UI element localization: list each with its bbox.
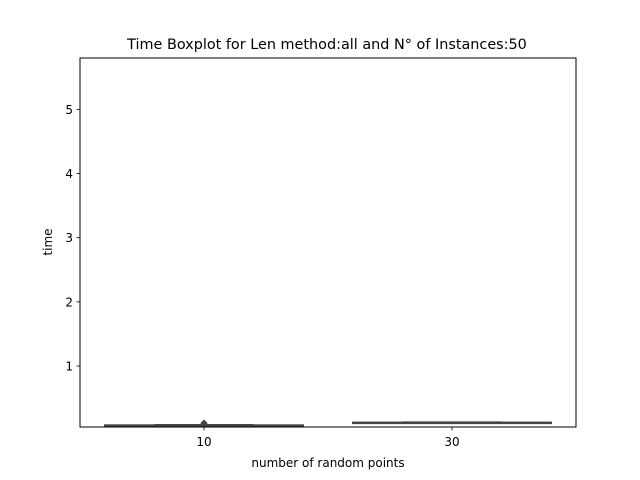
x-axis-label: number of random points [251,456,404,470]
y-tick-label: 2 [65,295,73,309]
x-axis: 10 30 [196,427,460,449]
y-tick-label: 4 [65,167,73,181]
y-axis-label: time [41,228,55,255]
plot-frame [79,57,577,428]
box-10 [104,419,304,427]
y-tick-label: 5 [65,103,73,117]
x-tick-label: 10 [196,435,211,449]
y-tick-label: 3 [65,231,73,245]
y-axis: 1 2 3 4 5 [65,103,80,374]
y-tick-label: 1 [65,360,73,374]
outlier-point [200,419,208,427]
chart-title: Time Boxplot for Len method:all and N° o… [126,37,527,53]
plot-area [104,419,552,427]
x-tick-label: 30 [444,435,459,449]
box-30 [352,421,552,425]
